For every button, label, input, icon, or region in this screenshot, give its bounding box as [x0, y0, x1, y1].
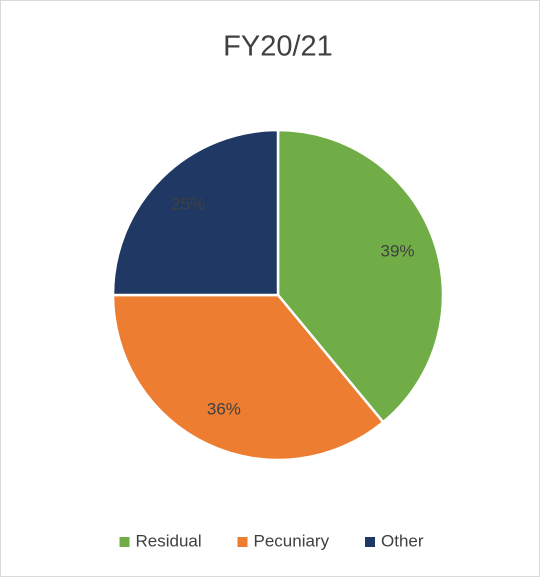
legend-label: Residual — [136, 531, 202, 550]
data-label: 25% — [171, 195, 205, 214]
legend-swatch — [365, 537, 375, 547]
pie-slice — [111, 128, 280, 297]
legend-swatch — [119, 537, 130, 547]
pie-slice — [276, 128, 445, 424]
legend-swatch — [237, 537, 248, 547]
data-label: 36% — [207, 399, 241, 418]
data-label: 39% — [381, 241, 415, 260]
legend-label: Pecuniary — [254, 531, 330, 550]
chart-title: FY20/21 — [223, 31, 333, 63]
pie-slice — [111, 293, 385, 462]
legend-label: Other — [381, 531, 424, 550]
